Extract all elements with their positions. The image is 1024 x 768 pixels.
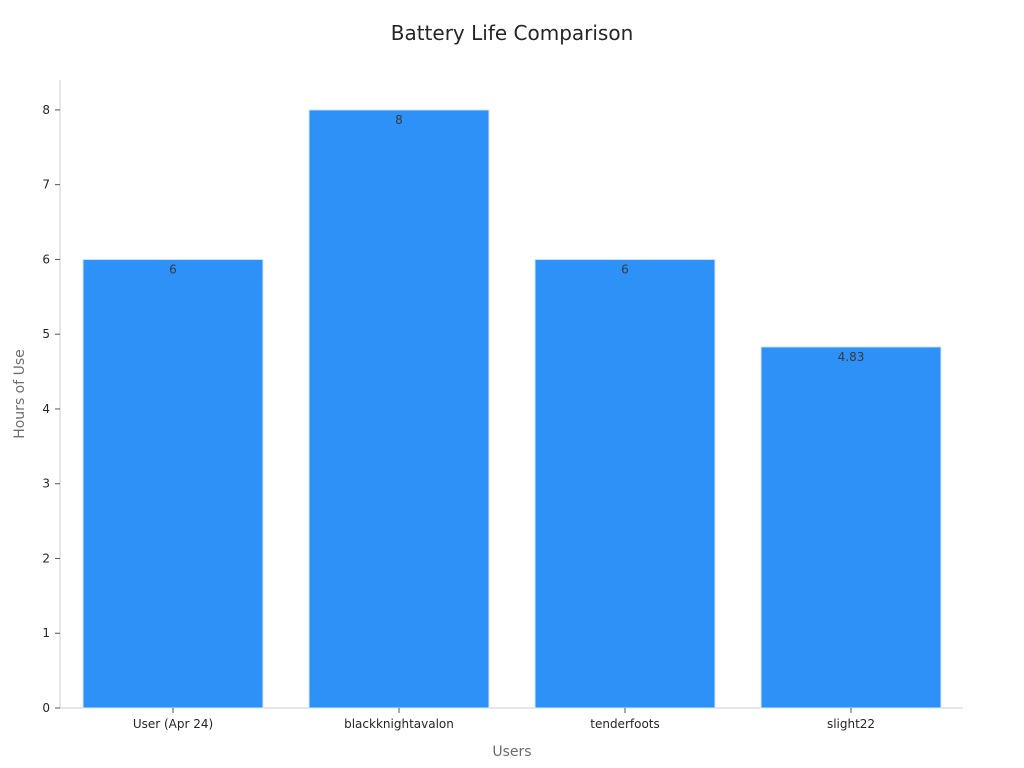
x-tick-label: slight22 xyxy=(827,717,875,731)
y-tick-label: 3 xyxy=(42,477,50,491)
y-tick-label: 2 xyxy=(42,551,50,565)
y-tick-label: 4 xyxy=(42,402,50,416)
x-tick-label: tenderfoots xyxy=(590,717,660,731)
bar xyxy=(308,109,490,709)
y-tick-label: 5 xyxy=(42,327,50,341)
bar xyxy=(82,258,264,709)
bar xyxy=(760,346,942,709)
y-tick-label: 8 xyxy=(42,103,50,117)
bar-data-label: 6 xyxy=(169,262,177,276)
x-axis-label: Users xyxy=(492,744,531,760)
bar-data-label: 6 xyxy=(621,262,629,276)
chart-title: Battery Life Comparison xyxy=(391,21,634,45)
bar-data-label: 4.83 xyxy=(838,350,865,364)
bar xyxy=(534,258,716,709)
plot-area: 0 1 2 3 4 5 6 7 8 6 User (Apr 24) 8 blackknightavalo… xyxy=(42,80,963,731)
y-axis-label: Hours of Use xyxy=(12,349,28,439)
x-tick-label: User (Apr 24) xyxy=(133,717,213,731)
y-tick-label: 0 xyxy=(42,701,50,715)
y-tick-label: 1 xyxy=(42,626,50,640)
bar-data-label: 8 xyxy=(395,113,403,127)
x-tick-label: blackknightavalon xyxy=(344,717,454,731)
y-tick-label: 6 xyxy=(42,252,50,266)
y-tick-label: 7 xyxy=(42,178,50,192)
